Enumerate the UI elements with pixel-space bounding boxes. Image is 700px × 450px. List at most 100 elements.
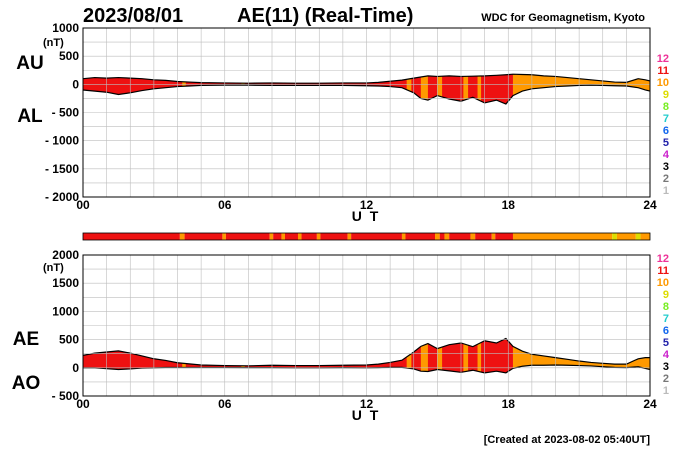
au-al-y-tick-label: - 1000	[45, 134, 79, 148]
station-legend-entry-9: 9	[663, 89, 669, 101]
station-strip-segment-5	[269, 233, 274, 240]
station-count-strip	[82, 232, 651, 241]
au-al-station-band-2	[406, 74, 412, 105]
ae-ao-x-tick-label: 06	[218, 397, 232, 411]
station-strip-segment-16	[405, 233, 436, 240]
au-al-x-tick-label: 12	[360, 198, 374, 212]
au-al-y-tick-label: - 500	[52, 106, 80, 120]
station-legend-entry-4: 4	[663, 149, 670, 161]
au-al-plot-frame	[82, 27, 651, 198]
station-legend-entry-5: 5	[663, 137, 669, 149]
ae-ao-y-tick-label: 0	[72, 361, 79, 375]
station-strip-segment-27	[616, 233, 636, 240]
au-al-y-tick-label: - 1500	[45, 162, 79, 176]
station-strip-segment-9	[297, 233, 302, 240]
ae-ao-station-band-3	[420, 338, 428, 373]
station-strip-segment-19	[444, 233, 450, 240]
ae-ao-y-tick-label: 1500	[52, 276, 79, 290]
station-legend-entry-10: 10	[657, 277, 669, 289]
ae-ao-x-tick-label: 12	[360, 397, 374, 411]
station-legend-entry-7: 7	[663, 313, 669, 325]
station-strip-segment-20	[449, 233, 471, 240]
ae-ao-y-tick-label: - 500	[52, 389, 80, 403]
station-legend-entry-11: 11	[657, 65, 669, 77]
au-al-y-tick-label: 0	[72, 77, 79, 91]
au-al-x-tick-label: 06	[218, 198, 232, 212]
station-legend-entry-1: 1	[663, 385, 669, 397]
station-strip-segment-4	[225, 233, 270, 240]
station-strip-segment-17	[435, 233, 440, 240]
station-legend-entry-8: 8	[663, 101, 669, 113]
ao-label: AO	[12, 373, 41, 394]
station-strip-segment-21	[470, 233, 476, 240]
station-legend-entry-1: 1	[663, 185, 669, 197]
station-strip-segment-2	[184, 233, 223, 240]
station-strip-segment-11	[316, 233, 321, 240]
au-al-x-tick-label: 00	[76, 198, 90, 212]
station-legend-entry-2: 2	[663, 373, 669, 385]
au-al-station-band-6	[477, 74, 482, 105]
au-al-y-tick-label: 1000	[52, 21, 79, 35]
au-al-station-band-3	[420, 74, 428, 105]
station-strip-segment-12	[320, 233, 348, 240]
station-strip-segment-13	[347, 233, 352, 240]
station-strip-segment-23	[491, 233, 496, 240]
ae-ao-station-band-4	[437, 338, 443, 373]
station-legend-entry-6: 6	[663, 325, 669, 337]
station-legend-entry-3: 3	[663, 161, 669, 173]
ae-label: AE	[13, 329, 39, 350]
station-legend-entry-7: 7	[663, 113, 669, 125]
station-strip-segment-29	[640, 233, 650, 240]
ae-ao-station-band-5	[463, 338, 469, 373]
station-strip-segment-1	[179, 233, 185, 240]
ae-ao-grid	[82, 254, 651, 397]
au-al-unit: (nT)	[43, 37, 64, 49]
ae-ao-x-tick-label: 24	[643, 397, 657, 411]
station-legend-entry-11: 11	[657, 265, 669, 277]
au-al-x-axis-label: U T	[352, 208, 381, 224]
au-label: AU	[16, 53, 43, 74]
station-legend-entry-10: 10	[657, 77, 669, 89]
organization-label: WDC for Geomagnetism, Kyoto	[481, 12, 645, 24]
station-legend-entry-8: 8	[663, 301, 669, 313]
station-strip-segment-25	[512, 233, 613, 240]
station-legend-entry-2: 2	[663, 173, 669, 185]
station-legend-entry-9: 9	[663, 289, 669, 301]
au-al-station-band-5	[463, 74, 469, 105]
station-legend-entry-12: 12	[657, 253, 669, 265]
station-strip-segment-14	[351, 233, 402, 240]
au-al-x-tick-label: 24	[643, 198, 657, 212]
chart-title: AE(11) (Real-Time)	[237, 5, 413, 27]
station-legend-entry-5: 5	[663, 337, 669, 349]
station-strip-frame	[82, 232, 651, 241]
station-strip-segment-10	[301, 233, 317, 240]
ae-ao-unit: (nT)	[43, 262, 64, 274]
au-al-y-tick-label: 500	[59, 49, 79, 63]
station-legend-entry-3: 3	[663, 361, 669, 373]
au-al-panel: 1000 500 0 - 500 - 1000 - 1500 - 2000 00 06 12 18…	[16, 21, 657, 224]
ae-ao-y-tick-label: 2000	[52, 248, 79, 262]
station-strip-segment-8	[284, 233, 298, 240]
au-al-y-ticks: 1000 500 0 - 500 - 1000 - 1500 - 2000	[45, 21, 79, 204]
ae-ao-station-band-6	[477, 338, 482, 373]
station-strip-segment-22	[475, 233, 492, 240]
au-al-upper-series-line	[82, 73, 651, 84]
ae-ao-x-axis-label: U T	[352, 407, 381, 423]
station-strip-segment-18	[439, 233, 445, 240]
station-strip-segment-26	[612, 233, 617, 240]
ae-ao-y-tick-label: 500	[59, 333, 79, 347]
au-al-station-band-4	[437, 74, 443, 105]
station-strip-segment-6	[273, 233, 282, 240]
station-legend-entry-4: 4	[663, 349, 670, 361]
station-strip-segment-28	[635, 233, 641, 240]
station-strip-segment-0	[83, 233, 180, 240]
ae-ao-panel: 2000 1500 1000 500 0 - 500 00 06 12 18 24 (nT) AE…	[12, 248, 657, 423]
ae-ao-y-ticks: 2000 1500 1000 500 0 - 500	[52, 248, 80, 403]
station-strip-segment-24	[495, 233, 513, 240]
chart-date: 2023/08/01	[83, 5, 183, 27]
created-timestamp: [Created at 2023-08-02 05:40UT]	[484, 434, 651, 446]
ae-ao-y-tick-label: 1000	[52, 304, 79, 318]
